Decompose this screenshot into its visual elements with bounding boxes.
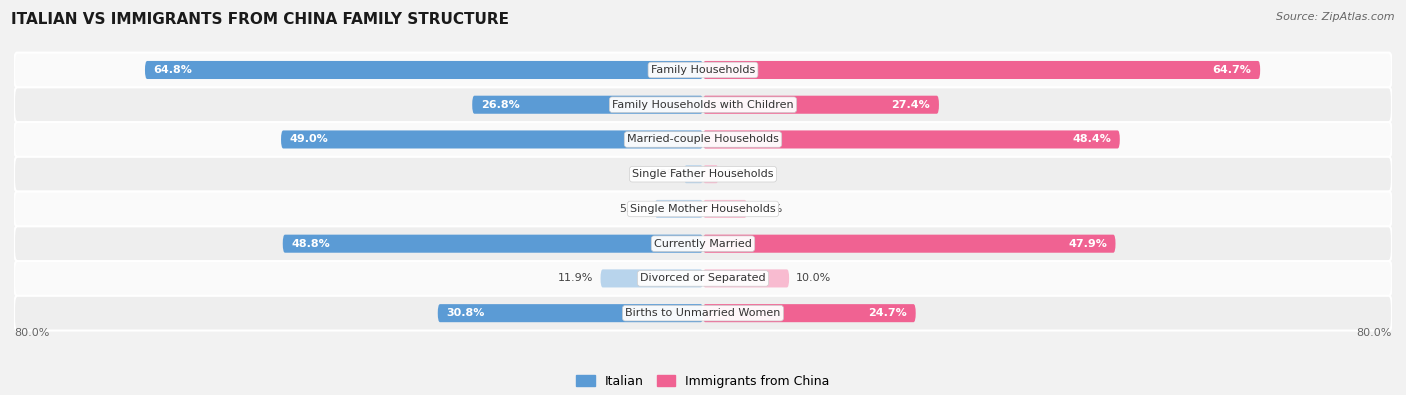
FancyBboxPatch shape [14,87,1392,122]
FancyBboxPatch shape [14,53,1392,87]
FancyBboxPatch shape [703,96,939,114]
Text: Single Mother Households: Single Mother Households [630,204,776,214]
Text: 47.9%: 47.9% [1069,239,1107,249]
Text: ITALIAN VS IMMIGRANTS FROM CHINA FAMILY STRUCTURE: ITALIAN VS IMMIGRANTS FROM CHINA FAMILY … [11,12,509,27]
FancyBboxPatch shape [703,130,1119,149]
FancyBboxPatch shape [14,192,1392,226]
Text: 48.8%: 48.8% [291,239,330,249]
FancyBboxPatch shape [14,226,1392,261]
FancyBboxPatch shape [283,235,703,253]
FancyBboxPatch shape [703,269,789,288]
Text: 48.4%: 48.4% [1073,134,1111,145]
FancyBboxPatch shape [655,200,703,218]
FancyBboxPatch shape [703,235,1115,253]
FancyBboxPatch shape [437,304,703,322]
FancyBboxPatch shape [14,122,1392,157]
FancyBboxPatch shape [281,130,703,149]
FancyBboxPatch shape [703,61,1260,79]
Text: Single Father Households: Single Father Households [633,169,773,179]
Text: 80.0%: 80.0% [14,328,49,339]
Text: 30.8%: 30.8% [446,308,485,318]
FancyBboxPatch shape [703,200,747,218]
FancyBboxPatch shape [14,157,1392,192]
Text: 27.4%: 27.4% [891,100,931,110]
FancyBboxPatch shape [14,296,1392,331]
Text: 1.8%: 1.8% [725,169,754,179]
FancyBboxPatch shape [145,61,703,79]
Text: 24.7%: 24.7% [869,308,907,318]
Legend: Italian, Immigrants from China: Italian, Immigrants from China [571,370,835,393]
Text: 49.0%: 49.0% [290,134,329,145]
Text: 26.8%: 26.8% [481,100,520,110]
Text: Births to Unmarried Women: Births to Unmarried Women [626,308,780,318]
FancyBboxPatch shape [14,261,1392,296]
FancyBboxPatch shape [703,165,718,183]
Text: 80.0%: 80.0% [1357,328,1392,339]
Text: Married-couple Households: Married-couple Households [627,134,779,145]
Text: 64.7%: 64.7% [1213,65,1251,75]
Text: 10.0%: 10.0% [796,273,831,284]
Text: Currently Married: Currently Married [654,239,752,249]
Text: Divorced or Separated: Divorced or Separated [640,273,766,284]
Text: 11.9%: 11.9% [558,273,593,284]
FancyBboxPatch shape [703,304,915,322]
Text: 64.8%: 64.8% [153,65,193,75]
FancyBboxPatch shape [472,96,703,114]
Text: 2.2%: 2.2% [648,169,678,179]
FancyBboxPatch shape [685,165,703,183]
Text: Family Households with Children: Family Households with Children [612,100,794,110]
Text: 5.1%: 5.1% [754,204,782,214]
Text: 5.6%: 5.6% [620,204,648,214]
Text: Source: ZipAtlas.com: Source: ZipAtlas.com [1277,12,1395,22]
FancyBboxPatch shape [600,269,703,288]
Text: Family Households: Family Households [651,65,755,75]
